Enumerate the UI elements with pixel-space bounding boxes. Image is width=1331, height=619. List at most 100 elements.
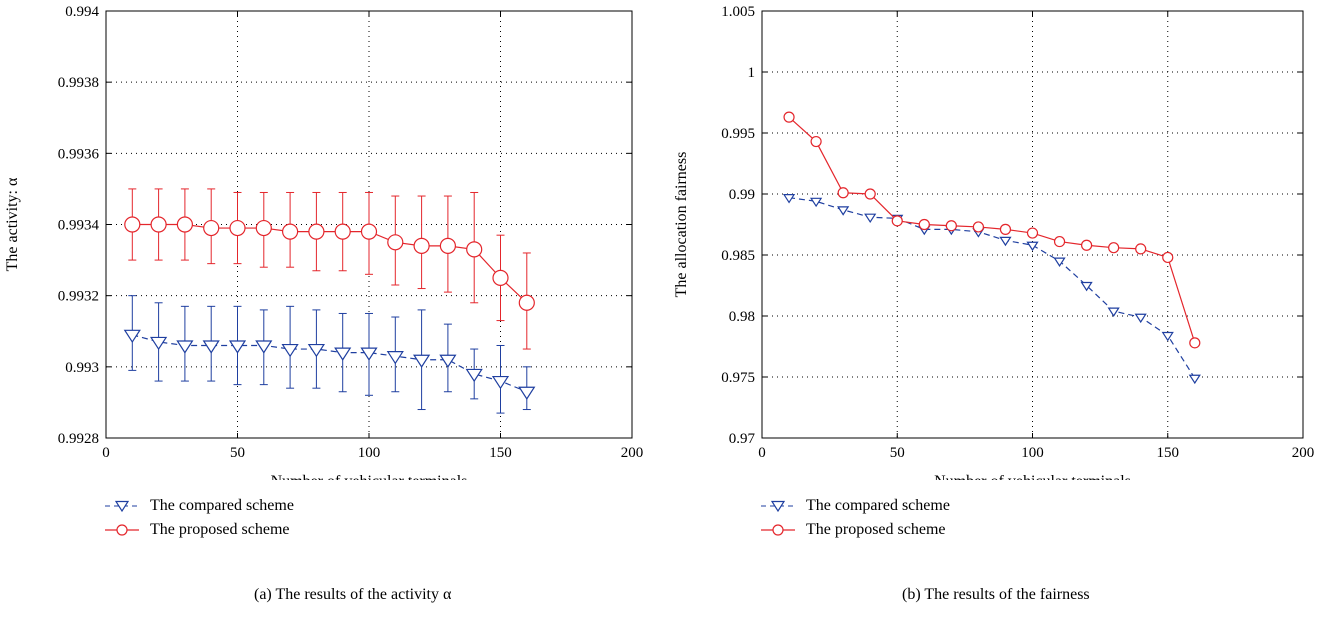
- data-point: [412, 354, 431, 368]
- y-tick-label: 0.9938: [58, 75, 99, 91]
- data-point: [1053, 235, 1066, 248]
- data-point: [518, 386, 536, 400]
- x-tick-label: 50: [890, 445, 905, 461]
- legend-item-compared: The compared scheme: [760, 494, 950, 518]
- y-tick-label: 1.005: [721, 4, 755, 20]
- legend-a: The compared scheme The proposed scheme: [104, 494, 294, 542]
- legend-label: The compared scheme: [806, 497, 950, 514]
- fairness-chart: 0 50 100 150 200 0.97 0.975 0.98 0.985 0.99 0.995 1…: [673, 4, 1314, 480]
- data-point: [150, 216, 167, 233]
- series-proposed: [124, 188, 535, 350]
- data-point: [203, 219, 220, 237]
- y-tick-label: 1: [748, 65, 756, 81]
- x-tick-label: 100: [1021, 445, 1044, 461]
- x-tick-label: 150: [489, 445, 512, 461]
- data-point: [1026, 241, 1039, 252]
- data-point: [1108, 242, 1120, 254]
- data-point: [308, 223, 325, 240]
- caption-a: (a) The results of the activity α: [254, 586, 452, 603]
- data-point: [439, 354, 457, 368]
- data-point: [492, 269, 509, 286]
- x-axis-label: Number of vehicular terminals: [271, 473, 468, 480]
- series-line: [132, 334, 528, 393]
- data-point: [1188, 374, 1201, 385]
- data-point: [360, 223, 378, 240]
- grid: [762, 11, 1303, 438]
- x-tick-label: 200: [621, 445, 644, 461]
- legend-label: The proposed scheme: [806, 521, 946, 538]
- y-tick-label: 0.9932: [58, 289, 99, 305]
- data-point: [999, 236, 1012, 247]
- data-point: [1107, 307, 1120, 317]
- data-point: [334, 347, 352, 361]
- data-point: [282, 223, 299, 240]
- data-point: [809, 197, 823, 208]
- triangle-down-marker-icon: [761, 500, 795, 513]
- y-tick-label: 0.985: [721, 248, 755, 264]
- data-point: [918, 218, 930, 231]
- caption-b: (b) The results of the fairness: [902, 586, 1090, 603]
- x-tick-label: 0: [758, 445, 766, 461]
- data-point: [386, 351, 404, 365]
- legend-item-proposed: The proposed scheme: [104, 518, 294, 542]
- data-point: [176, 216, 193, 233]
- data-point: [1189, 337, 1201, 349]
- plot-frame: [761, 10, 1304, 439]
- data-point: [1053, 257, 1066, 267]
- x-tick-label: 0: [102, 445, 110, 461]
- legend-item-proposed: The proposed scheme: [760, 518, 950, 542]
- data-point: [466, 241, 483, 258]
- y-tick-label: 0.9934: [58, 218, 100, 234]
- data-point: [782, 194, 796, 204]
- data-point: [972, 221, 984, 233]
- data-point: [228, 340, 247, 354]
- data-point: [123, 329, 141, 344]
- data-point: [945, 220, 957, 232]
- data-point: [1080, 281, 1093, 292]
- y-axis-label: The allocation fairness: [673, 152, 690, 298]
- x-tick-label: 150: [1157, 445, 1180, 461]
- data-point: [518, 294, 535, 311]
- legend-item-compared: The compared scheme: [104, 494, 294, 518]
- y-tick-label: 0.98: [729, 309, 755, 325]
- data-point: [837, 206, 850, 216]
- data-point: [1162, 251, 1174, 264]
- triangle-down-marker-icon: [105, 500, 139, 513]
- y-tick-label: 0.975: [721, 370, 755, 386]
- data-point: [1026, 227, 1039, 239]
- legend-label: The proposed scheme: [150, 521, 290, 538]
- y-axis-label: The activity: α: [4, 177, 21, 271]
- series-line: [788, 197, 1196, 379]
- data-point: [124, 216, 141, 233]
- series-compared: [123, 295, 536, 414]
- data-point: [202, 340, 220, 354]
- x-axis-label: Number of vehicular terminals: [934, 473, 1131, 480]
- circle-marker-icon: [761, 524, 795, 536]
- data-point: [255, 340, 273, 354]
- data-point: [810, 135, 822, 148]
- x-tick-label: 50: [230, 445, 245, 461]
- y-tick-label: 0.993: [65, 360, 99, 376]
- series-compared: [782, 194, 1201, 385]
- data-point: [307, 343, 326, 358]
- data-point: [864, 213, 877, 224]
- y-tick-label: 0.9936: [58, 146, 100, 162]
- data-point: [255, 219, 272, 237]
- data-point: [1135, 243, 1147, 255]
- data-point: [413, 237, 430, 254]
- data-point: [491, 375, 510, 390]
- data-point: [176, 340, 194, 354]
- data-point: [837, 187, 849, 199]
- y-tick-label: 0.97: [729, 431, 756, 447]
- circle-marker-icon: [105, 524, 139, 536]
- y-tick-label: 0.995: [721, 126, 755, 142]
- x-tick-label: 100: [358, 445, 381, 461]
- data-point: [891, 215, 903, 227]
- data-point: [1134, 313, 1147, 324]
- data-point: [334, 223, 351, 240]
- y-tick-label: 0.9928: [58, 431, 99, 447]
- data-point: [360, 347, 378, 361]
- data-point: [864, 188, 876, 200]
- data-point: [1081, 239, 1093, 251]
- data-point: [439, 237, 456, 254]
